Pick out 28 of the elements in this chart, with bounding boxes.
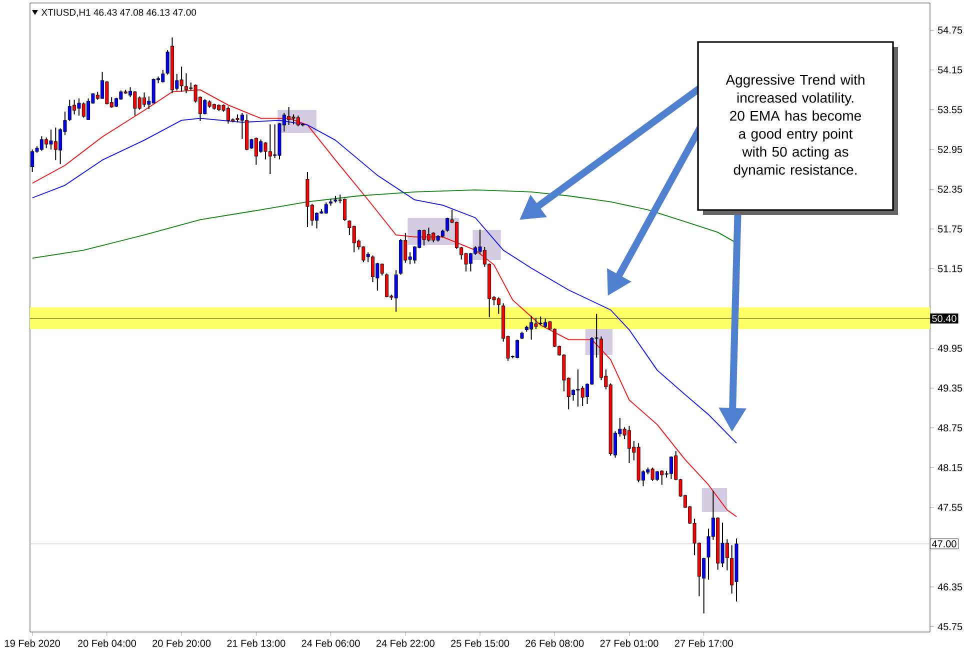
ref-line-label: 47.00 bbox=[932, 540, 956, 548]
y-tick-label: 49.95 bbox=[938, 344, 962, 352]
y-tick-label: 47.55 bbox=[938, 504, 962, 511]
y-tick-label: 52.35 bbox=[938, 186, 962, 193]
x-tick-label: 27 Feb 17:00 bbox=[674, 640, 733, 647]
y-tick-label: 49.35 bbox=[938, 384, 962, 392]
x-tick-label: 21 Feb 13:00 bbox=[227, 640, 286, 647]
y-tick-label: 53.55 bbox=[938, 106, 962, 114]
y-tick-label: 48.15 bbox=[938, 464, 962, 472]
y-tick-label: 51.75 bbox=[938, 226, 962, 232]
y-tick-label: 54.75 bbox=[938, 26, 962, 34]
x-tick-label: 20 Feb 04:00 bbox=[78, 640, 136, 647]
y-tick-label: 48.75 bbox=[938, 424, 962, 432]
y-tick-label: 45.75 bbox=[938, 623, 962, 630]
x-tick-label: 26 Feb 08:00 bbox=[526, 640, 584, 647]
ref-line-label: 50.40 bbox=[932, 314, 956, 322]
text: XTIUSD,H1 46.43 47.08 46.13 47.00 bbox=[41, 9, 196, 17]
y-tick-label: 54.15 bbox=[938, 66, 962, 74]
y-tick-label: 46.35 bbox=[938, 583, 962, 590]
y-tick-label: 51.15 bbox=[938, 265, 962, 272]
y-tick-label: 52.95 bbox=[938, 146, 962, 154]
annotation: Aggressive Trend with increased volatility. 20 EMA has become a good entry point with 50 acting as dynamic resistance. bbox=[726, 74, 864, 178]
x-tick-label: 25 Feb 15:00 bbox=[451, 640, 510, 647]
x-tick-label: 24 Feb 22:00 bbox=[376, 640, 434, 647]
x-tick-label: 20 Feb 20:00 bbox=[152, 640, 211, 647]
x-tick-label: 27 Feb 01:00 bbox=[600, 640, 658, 647]
x-tick-label: 24 Feb 06:00 bbox=[302, 640, 360, 647]
x-tick-label: 19 Feb 2020 bbox=[5, 640, 60, 647]
